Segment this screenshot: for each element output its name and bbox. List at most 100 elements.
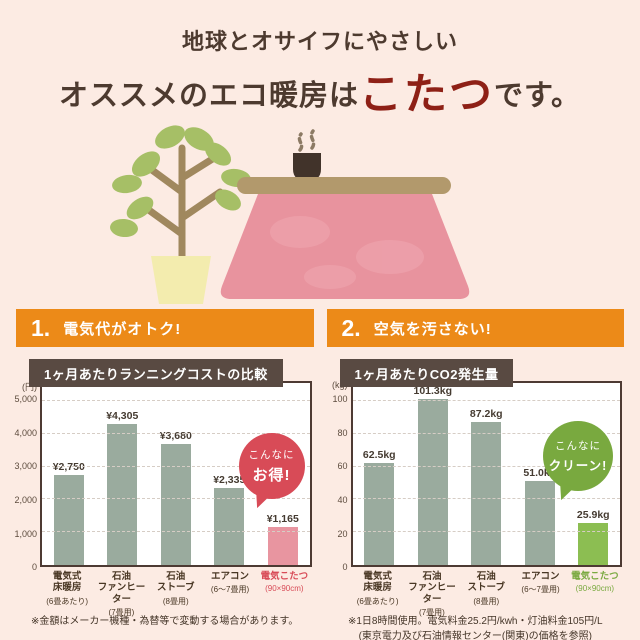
gridline — [42, 531, 310, 533]
bar — [471, 422, 502, 565]
y-tick-label: 80 — [337, 427, 348, 438]
section-header-1: 1. 電気代がオトク! — [16, 309, 314, 347]
footnote-line: ※金額はメーカー機種・為替等で変動する場合があります。 — [31, 616, 299, 627]
badge-line1: こんなに — [248, 449, 295, 461]
y-tick-label: 40 — [337, 494, 348, 505]
gridline — [352, 432, 620, 434]
column-running-cost: 1. 電気代がオトク! 1ヶ月あたりランニングコストの比較 (円) 0 1,000… — [14, 309, 314, 640]
bar-value-label: ¥2,335 — [213, 474, 246, 487]
x-axis-label: 石油 ストーブ (8畳用) — [467, 571, 505, 606]
bar-value-label: 25.9kg — [576, 508, 610, 521]
y-tick-label: 0 — [342, 562, 348, 572]
kotatsu-icon — [220, 129, 470, 299]
bar-group: 25.9kg — [576, 383, 610, 565]
bar-group: ¥2,335 — [213, 383, 246, 565]
x-axis-label: 石油 ストーブ (8畳用) — [157, 571, 195, 606]
kotatsu-plant-illustration — [110, 125, 470, 304]
hero-line1: 地球とオサイフにやさしい — [181, 29, 458, 55]
bar-value-label: ¥2,750 — [52, 460, 85, 473]
bar-group: ¥1,165 — [267, 383, 299, 565]
bar-group: 62.5kg — [362, 383, 396, 565]
y-tick-label: 5,000 — [14, 394, 37, 405]
bar-group: 101.3kg — [413, 383, 452, 565]
gridline — [352, 400, 620, 402]
comparison-columns: 1. 電気代がオトク! 1ヶ月あたりランニングコストの比較 (円) 0 1,000… — [0, 309, 640, 640]
x-axis-label: エアコン (6〜7畳用) — [521, 571, 560, 595]
column-co2: 2. 空気を汚さない! 1ヶ月あたりCO2発生量 (kg) 0204060801… — [326, 309, 625, 640]
hero-line2-suffix: です。 — [493, 78, 582, 112]
y-tick-label: 4,000 — [14, 427, 37, 438]
footnote-1: ※金額はメーカー機種・為替等で変動する場合があります。 — [16, 614, 314, 629]
section-heading-2: 空気を汚さない! — [373, 320, 492, 338]
gridline — [352, 465, 620, 467]
hero-line2: オススメのエコ暖房はこたつです。 — [0, 60, 640, 122]
y-tick-label: 1,000 — [14, 528, 37, 539]
bar — [214, 488, 245, 565]
steam-icon — [297, 129, 316, 152]
bar — [267, 526, 298, 565]
savings-badge: こんなに お得! — [238, 433, 305, 499]
footnote-2: ※1日8時間使用。電気料金25.2円/kwh・灯油料金105円/L (東京電力及… — [327, 614, 625, 640]
plot-panel: 62.5kg 101.3kg 87.2kg 51.0kg 25.9kg こんなに クリー… — [350, 381, 622, 567]
bar-value-label: 87.2kg — [469, 408, 503, 421]
section-number-2: 2. — [341, 314, 361, 341]
bar — [364, 462, 395, 565]
gridline — [42, 465, 310, 467]
plot-panel: ¥2,750 ¥4,305 ¥3,680 ¥2,335 ¥1,165 こんなに お得! — [40, 381, 312, 567]
bar-value-label: ¥4,305 — [106, 409, 139, 422]
x-axis-label: 石油 ファンヒーター (7畳用) — [97, 571, 146, 618]
hero-header: 地球とオサイフにやさしい オススメのエコ暖房はこたつです。 — [0, 0, 640, 122]
bar — [53, 474, 84, 565]
bar — [524, 481, 555, 565]
hero-line2-prefix: オススメのエコ暖房は — [58, 78, 359, 112]
y-tick-label: 0 — [31, 562, 37, 572]
x-axis-label: 電気こたつ (90×90cm) — [571, 571, 619, 594]
plot-area-1: (円) 0 1,000 2,000 3,000 4,000 5,000 ¥2,750 ¥4,… — [14, 381, 314, 572]
gridline — [352, 498, 620, 500]
y-tick-label: 2,000 — [14, 494, 37, 505]
chart-title-2: 1ヶ月あたりCO2発生量 — [339, 359, 514, 387]
bar-value-label: 101.3kg — [413, 384, 453, 397]
badge-line1: こんなに — [555, 440, 601, 452]
y-tick-label: 100 — [332, 394, 348, 405]
bar-group: ¥4,305 — [106, 383, 139, 565]
bars-row: 62.5kg 101.3kg 87.2kg 51.0kg 25.9kg — [353, 383, 621, 565]
y-axis-unit: (円) — [22, 382, 37, 392]
bar-group: ¥2,750 — [52, 383, 85, 565]
y-axis: (円) 0 1,000 2,000 3,000 4,000 5,000 — [14, 381, 40, 572]
bar — [417, 398, 448, 565]
footnote-line: ※1日8時間使用。電気料金25.2円/kwh・灯油料金105円/L — [347, 616, 603, 627]
bar-group: 51.0kg — [523, 383, 556, 565]
x-axis-label: 電気式 床暖房 (6畳あたり) — [46, 571, 89, 606]
bar-value-label: 62.5kg — [362, 448, 396, 461]
bar — [107, 423, 138, 565]
bars-row: ¥2,750 ¥4,305 ¥3,680 ¥2,335 ¥1,165 — [42, 383, 310, 565]
x-axis-label: 石油 ファンヒーター (7畳用) — [408, 571, 456, 618]
kotatsu-blanket — [220, 194, 470, 299]
chart-title-1: 1ヶ月あたりランニングコストの比較 — [29, 359, 283, 387]
gridline — [42, 432, 310, 434]
badge-line2: お得! — [252, 467, 291, 484]
x-axis-label: 電気こたつ (90×90cm) — [260, 571, 309, 594]
y-tick-label: 20 — [337, 528, 348, 539]
section-heading-1: 電気代がオトク! — [63, 320, 182, 338]
x-axis-labels: 電気式 床暖房 (6畳あたり) 石油 ファンヒーター (7畳用) 石油 ストーブ (8畳用… — [40, 571, 312, 618]
x-axis-label: エアコン (6〜7畳用) — [210, 571, 250, 595]
x-axis-label: 電気式 床暖房 (6畳あたり) — [356, 571, 399, 606]
clean-badge: こんなに クリーン! — [543, 421, 613, 491]
footnote-line: (東京電力及び石油情報センター(関東)の価格を参照) — [358, 631, 592, 640]
plant-pot — [151, 256, 211, 304]
hero-highlight-kotatsu: こたつ — [358, 70, 494, 120]
bar-group: 87.2kg — [469, 383, 503, 565]
gridline — [352, 531, 620, 533]
section-header-2: 2. 空気を汚さない! — [326, 309, 624, 347]
gridline — [42, 400, 310, 402]
running-cost-chart: 1ヶ月あたりランニングコストの比較 (円) 0 1,000 2,000 3,000 4,… — [14, 359, 314, 617]
bar-group: ¥3,680 — [160, 383, 192, 565]
kotatsu-tabletop — [237, 177, 451, 194]
teacup-icon — [293, 153, 321, 181]
